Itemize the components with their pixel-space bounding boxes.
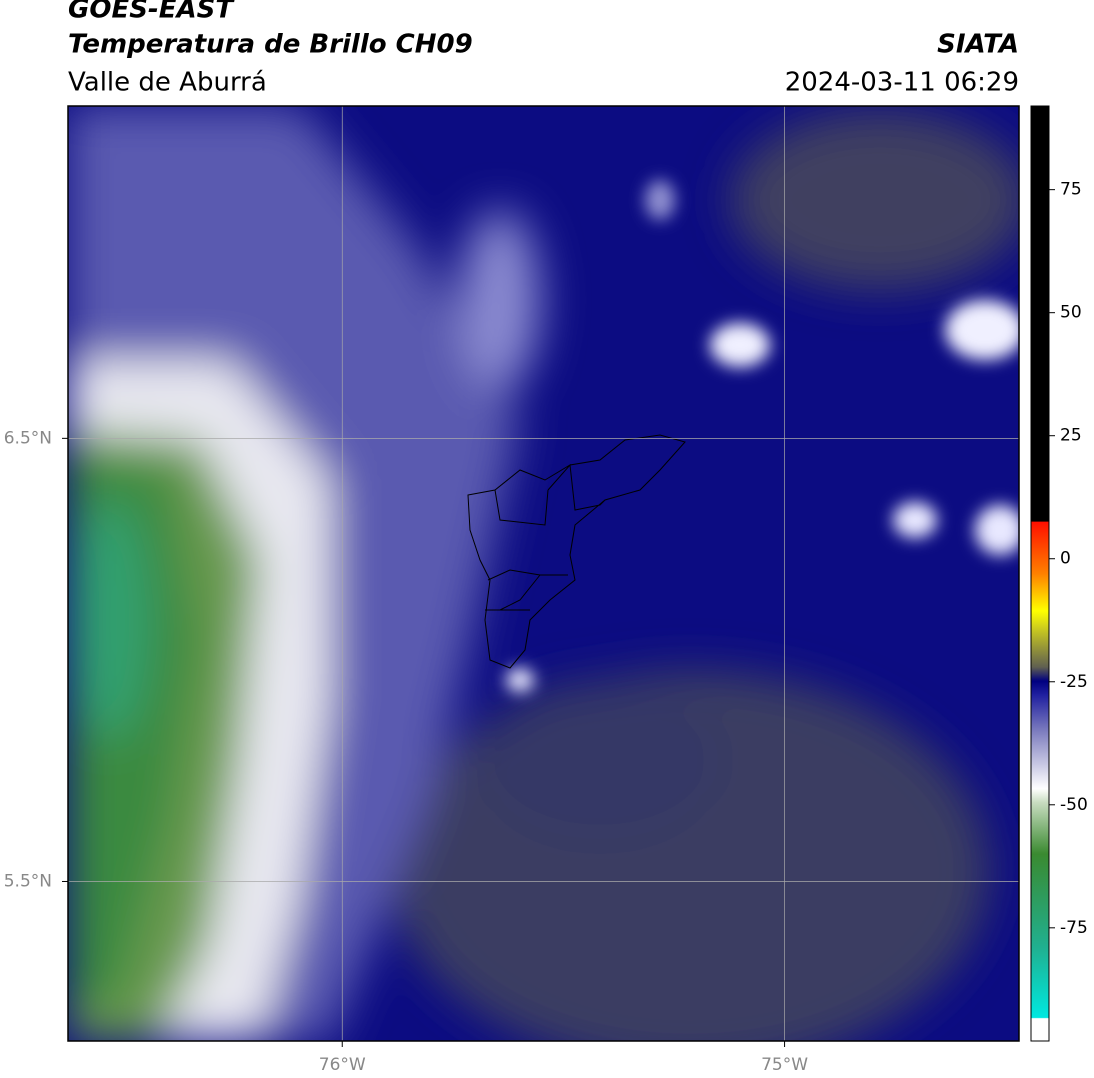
title: GOES-EAST xyxy=(68,0,235,25)
colorbar-label: 25 xyxy=(1060,426,1082,446)
timestamp: 2024-03-11 06:29 xyxy=(785,68,1019,98)
satellite-image xyxy=(68,106,1019,1041)
y-tick-label: 6.5°N xyxy=(4,428,52,448)
colorbar-label: 0 xyxy=(1060,549,1071,569)
colorbar-label: 75 xyxy=(1060,180,1082,200)
region: Valle de Aburrá xyxy=(68,68,267,98)
municipal-boundaries xyxy=(467,434,686,669)
y-tick-label: 5.5°N xyxy=(4,871,52,891)
x-tick-label: 75°W xyxy=(761,1055,808,1075)
source: SIATA xyxy=(937,30,1019,60)
colorbar-label: -25 xyxy=(1060,672,1088,692)
map-frame xyxy=(67,105,1020,1042)
colorbar xyxy=(1030,105,1050,1042)
colorbar-label: -75 xyxy=(1060,918,1088,938)
colorbar-label: 50 xyxy=(1060,303,1082,323)
colorbar-label: -50 xyxy=(1060,795,1088,815)
x-tick-label: 76°W xyxy=(319,1055,366,1075)
subtitle: Temperatura de Brillo CH09 xyxy=(68,30,473,60)
